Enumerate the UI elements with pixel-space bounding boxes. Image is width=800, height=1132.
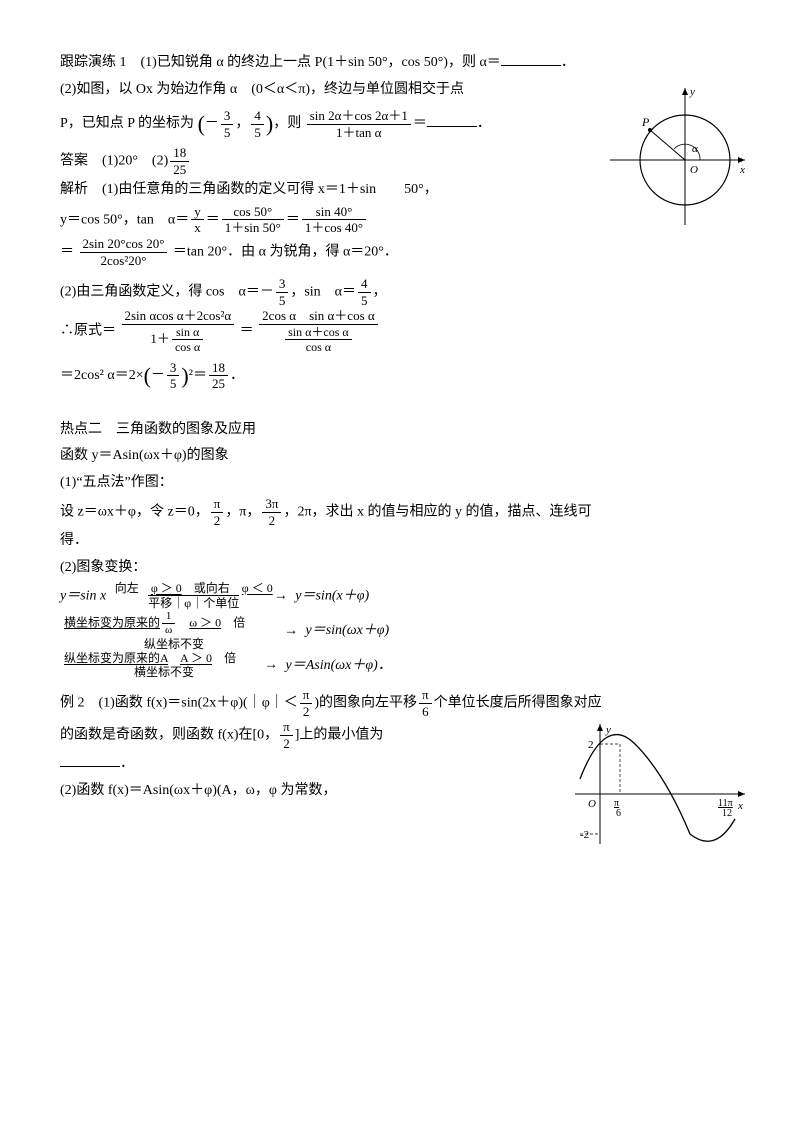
explain-1a: 解析 (1)由任意角的三角函数的定义可得 x＝1＋sin 50°， (60, 177, 740, 204)
svg-text:P: P (641, 115, 650, 129)
five-point-values: 设 z＝ωx＋φ，令 z＝0，π2，π，3π2，2π，求出 x 的值与相应的 y… (60, 496, 740, 528)
example-2-q1: 例 2 (1)函数 f(x)＝sin(2x＋φ)(｜φ｜＜π2)的图象向左平移π… (60, 687, 740, 719)
svg-text:-2: -2 (580, 829, 589, 841)
blank-3 (60, 752, 120, 767)
explain-2c: ＝2cos² α＝2×(－35)²＝1825． (60, 355, 740, 397)
method-2: (2)图象变换： (60, 555, 740, 582)
practice-1-q1: 跟踪演练 1 (1)已知锐角 α 的终边上一点 P(1＋sin 50°，cos … (60, 50, 740, 77)
five-point-end: 得． (60, 528, 740, 555)
transform-step-2: 横坐标变为原来的1ω ω ＞ 0 倍 纵坐标不变 y＝sin(ωx＋φ) (60, 610, 740, 652)
explain-1c: ＝ 2sin 20°cos 20°2cos²20° ＝tan 20°．由 α 为… (60, 236, 740, 268)
explain-2b: ∴原式＝ 2sin αcos α＋2cos²α 1＋sin αcos α ＝ 2… (60, 308, 740, 354)
hotspot-2-title: 热点二 三角函数的图象及应用 (60, 417, 740, 444)
svg-text:12: 12 (722, 808, 732, 819)
svg-text:y: y (605, 724, 611, 736)
svg-text:x: x (737, 800, 743, 812)
transform-step-1: y＝sin x 向左 φ ＞ 0 或向右 φ ＜ 0 平移｜φ｜个单位 y＝si… (60, 582, 740, 610)
sine-graph-figure: 2 -2 O x y π 6 11π 12 (570, 719, 750, 849)
explain-2a: (2)由三角函数定义，得 cos α＝－35，sin α＝45， (60, 276, 740, 308)
blank-1 (501, 51, 561, 66)
transform-step-3: 纵坐标变为原来的A A ＞ 0 倍 横坐标不变 y＝Asin(ωx＋φ)． (60, 652, 740, 680)
explain-1b: y＝cos 50°，tan α＝yx＝cos 50°1＋sin 50°＝sin … (60, 204, 740, 236)
blank-2 (427, 112, 477, 127)
svg-text:2: 2 (588, 739, 594, 751)
answer-line: 答案 (1)20° (2)1825 (60, 145, 740, 177)
svg-text:y: y (689, 86, 695, 98)
hotspot-2-sub: 函数 y＝Asin(ωx＋φ)的图象 (60, 443, 740, 470)
svg-text:6: 6 (616, 808, 621, 819)
svg-text:O: O (588, 798, 596, 810)
method-1: (1)“五点法”作图： (60, 470, 740, 497)
